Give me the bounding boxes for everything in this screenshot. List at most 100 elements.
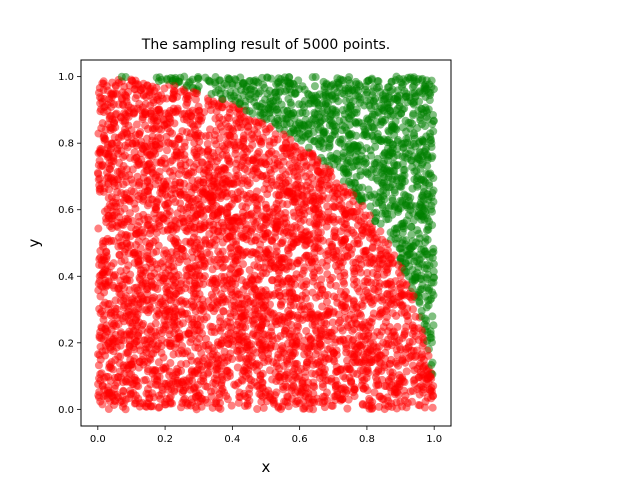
point-inside (152, 203, 161, 212)
point-inside (160, 154, 169, 163)
point-inside (193, 235, 202, 244)
point-inside (333, 367, 342, 376)
point-inside (186, 385, 195, 394)
point-inside (125, 286, 134, 295)
point-inside (141, 345, 150, 354)
point-inside (370, 388, 379, 397)
point-inside (338, 326, 347, 335)
point-inside (116, 207, 125, 216)
point-inside (408, 329, 417, 338)
point-outside (408, 284, 417, 293)
point-inside (314, 243, 323, 252)
point-inside (176, 199, 185, 208)
point-inside (119, 296, 128, 305)
point-inside (315, 266, 324, 275)
point-inside (218, 376, 227, 385)
point-inside (244, 115, 253, 124)
point-outside (422, 303, 431, 312)
point-inside (352, 303, 361, 312)
point-outside (274, 77, 283, 86)
point-outside (355, 195, 364, 204)
point-inside (406, 293, 415, 302)
point-inside (418, 363, 427, 372)
point-inside (108, 78, 117, 87)
point-outside (410, 257, 419, 266)
point-inside (304, 343, 313, 352)
point-inside (210, 276, 219, 285)
point-outside (288, 109, 297, 118)
point-inside (322, 222, 331, 231)
point-inside (108, 339, 117, 348)
point-inside (236, 115, 245, 124)
point-inside (113, 188, 122, 197)
point-outside (236, 73, 245, 82)
point-inside (99, 77, 108, 86)
point-inside (379, 270, 388, 279)
point-inside (191, 131, 200, 140)
point-inside (224, 339, 233, 348)
point-inside (296, 225, 305, 234)
point-outside (403, 251, 412, 260)
point-inside (178, 342, 187, 351)
point-outside (338, 135, 347, 144)
point-inside (210, 240, 219, 249)
point-inside (264, 349, 273, 358)
point-inside (285, 160, 294, 169)
point-inside (174, 368, 183, 377)
point-inside (278, 315, 287, 324)
point-inside (281, 326, 290, 335)
point-outside (361, 160, 370, 169)
point-inside (297, 168, 306, 177)
point-inside (157, 341, 166, 350)
point-outside (422, 273, 431, 282)
point-outside (239, 90, 248, 99)
point-inside (94, 361, 103, 370)
point-inside (227, 285, 236, 294)
point-inside (396, 271, 405, 280)
point-inside (327, 242, 336, 251)
point-inside (110, 271, 119, 279)
point-inside (222, 211, 231, 220)
point-inside (329, 212, 338, 221)
point-inside (234, 171, 243, 180)
point-inside (285, 288, 294, 297)
point-inside (230, 141, 239, 150)
point-inside (208, 198, 217, 207)
point-inside (204, 341, 213, 350)
point-inside (165, 114, 174, 123)
point-outside (360, 101, 369, 110)
point-inside (398, 355, 407, 364)
point-inside (346, 311, 355, 320)
point-inside (241, 323, 250, 332)
point-inside (248, 155, 257, 164)
point-inside (211, 114, 220, 123)
point-inside (142, 276, 151, 285)
point-inside (298, 291, 307, 300)
point-outside (421, 233, 430, 242)
point-inside (299, 397, 308, 406)
point-outside (411, 92, 420, 101)
point-inside (144, 190, 153, 199)
point-inside (314, 358, 323, 367)
point-inside (155, 211, 164, 220)
point-outside (248, 109, 257, 118)
point-inside (377, 296, 386, 305)
point-inside (267, 340, 276, 349)
point-inside (95, 84, 104, 92)
point-inside (191, 271, 200, 280)
point-inside (155, 403, 164, 412)
point-inside (316, 281, 325, 290)
point-inside (350, 392, 359, 401)
point-outside (422, 112, 431, 121)
points-layer (93, 72, 439, 414)
point-inside (111, 116, 120, 125)
point-inside (102, 321, 111, 330)
point-inside (367, 225, 376, 234)
point-outside (426, 129, 435, 138)
point-inside (347, 320, 356, 329)
point-inside (330, 357, 339, 366)
point-inside (131, 229, 140, 238)
point-inside (134, 237, 143, 246)
point-inside (408, 361, 417, 370)
point-inside (197, 158, 206, 167)
